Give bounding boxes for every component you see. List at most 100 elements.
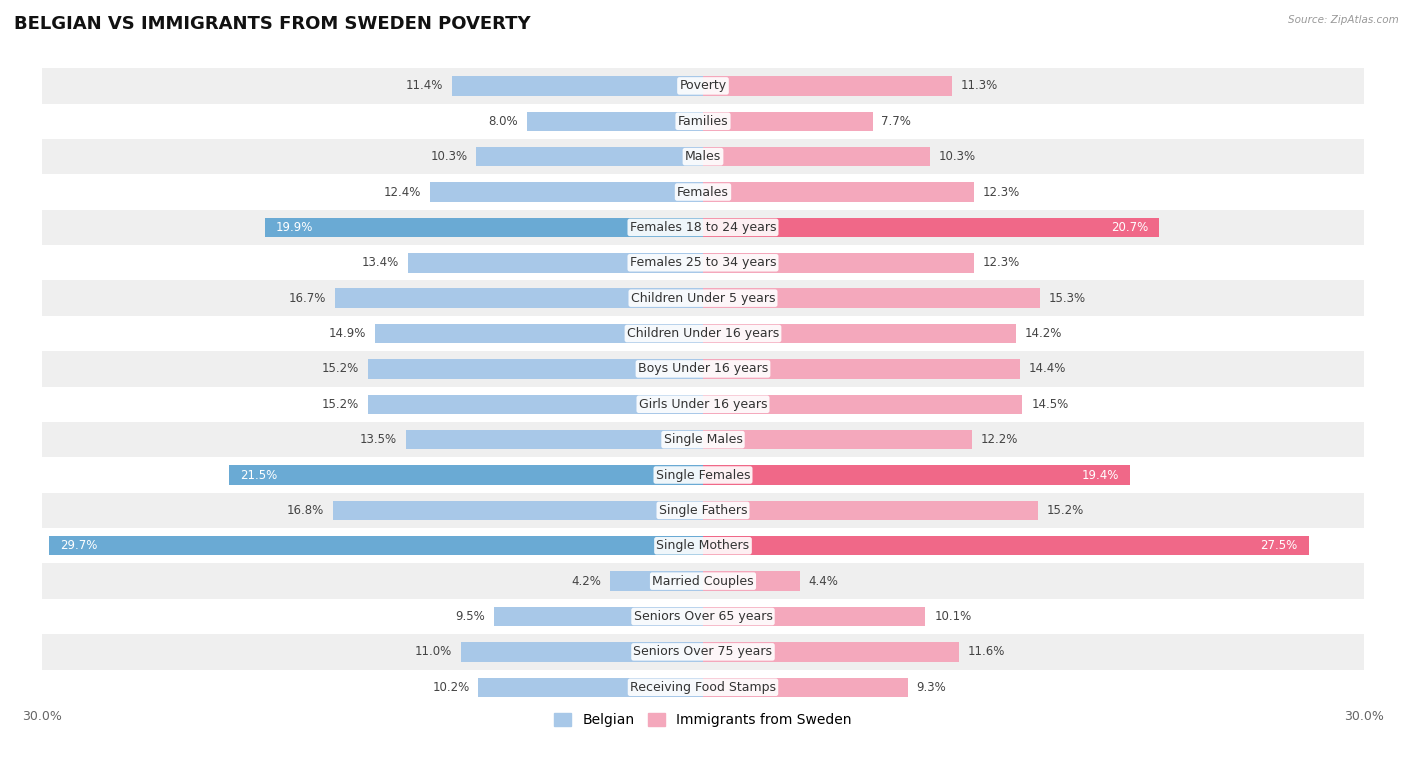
Text: 29.7%: 29.7% [60,539,97,553]
Text: Males: Males [685,150,721,163]
Bar [703,465,1130,485]
Bar [368,359,703,379]
Text: 14.4%: 14.4% [1029,362,1066,375]
Bar [703,642,959,662]
Bar [42,316,1364,351]
Text: 13.5%: 13.5% [360,433,396,446]
Bar [264,218,703,237]
Text: Receiving Food Stamps: Receiving Food Stamps [630,681,776,694]
Text: 10.3%: 10.3% [939,150,976,163]
Bar [703,147,929,167]
Text: 15.2%: 15.2% [322,398,360,411]
Bar [42,387,1364,422]
Bar [461,642,703,662]
Bar [42,245,1364,280]
Bar [703,218,1159,237]
Legend: Belgian, Immigrants from Sweden: Belgian, Immigrants from Sweden [548,708,858,733]
Text: Single Females: Single Females [655,468,751,481]
Bar [408,253,703,273]
Text: 11.4%: 11.4% [406,80,443,92]
Bar [703,572,800,591]
Bar [703,536,1309,556]
Bar [42,528,1364,563]
Bar [703,183,974,202]
Text: 11.3%: 11.3% [960,80,998,92]
Bar [42,669,1364,705]
Bar [703,253,974,273]
Bar [42,68,1364,104]
Bar [42,174,1364,210]
Text: 15.3%: 15.3% [1049,292,1085,305]
Text: 12.4%: 12.4% [384,186,420,199]
Text: 7.7%: 7.7% [882,114,911,128]
Text: 20.7%: 20.7% [1111,221,1147,234]
Bar [42,634,1364,669]
Text: Married Couples: Married Couples [652,575,754,587]
Text: 10.1%: 10.1% [934,610,972,623]
Bar [478,678,703,697]
Text: Source: ZipAtlas.com: Source: ZipAtlas.com [1288,15,1399,25]
Text: 12.3%: 12.3% [983,256,1019,269]
Text: 19.9%: 19.9% [276,221,314,234]
Text: Single Males: Single Males [664,433,742,446]
Text: Children Under 16 years: Children Under 16 years [627,327,779,340]
Text: 4.2%: 4.2% [572,575,602,587]
Text: Children Under 5 years: Children Under 5 years [631,292,775,305]
Text: Females: Females [678,186,728,199]
Bar [49,536,703,556]
Text: 8.0%: 8.0% [488,114,517,128]
Bar [335,289,703,308]
Text: 16.8%: 16.8% [287,504,325,517]
Text: 21.5%: 21.5% [240,468,277,481]
Text: 9.3%: 9.3% [917,681,946,694]
Bar [703,359,1021,379]
Bar [703,430,972,449]
Text: Boys Under 16 years: Boys Under 16 years [638,362,768,375]
Text: Families: Families [678,114,728,128]
Bar [703,111,873,131]
Text: 13.4%: 13.4% [361,256,399,269]
Bar [42,139,1364,174]
Bar [42,104,1364,139]
Text: 15.2%: 15.2% [322,362,360,375]
Text: 15.2%: 15.2% [1046,504,1084,517]
Bar [430,183,703,202]
Text: 14.9%: 14.9% [329,327,366,340]
Bar [333,501,703,520]
Text: 12.2%: 12.2% [980,433,1018,446]
Bar [494,607,703,626]
Text: Single Fathers: Single Fathers [659,504,747,517]
Bar [42,563,1364,599]
Bar [229,465,703,485]
Bar [42,599,1364,634]
Bar [375,324,703,343]
Bar [477,147,703,167]
Bar [703,501,1038,520]
Bar [42,422,1364,457]
Text: 9.5%: 9.5% [456,610,485,623]
Bar [451,77,703,96]
Bar [703,77,952,96]
Bar [42,280,1364,316]
Bar [703,678,908,697]
Bar [42,457,1364,493]
Text: 10.3%: 10.3% [430,150,467,163]
Text: 14.2%: 14.2% [1025,327,1062,340]
Bar [703,324,1015,343]
Text: Females 18 to 24 years: Females 18 to 24 years [630,221,776,234]
Bar [703,607,925,626]
Bar [42,493,1364,528]
Text: Girls Under 16 years: Girls Under 16 years [638,398,768,411]
Text: 19.4%: 19.4% [1083,468,1119,481]
Text: 11.0%: 11.0% [415,645,451,659]
Text: Seniors Over 65 years: Seniors Over 65 years [634,610,772,623]
Text: 14.5%: 14.5% [1031,398,1069,411]
Bar [42,210,1364,245]
Bar [610,572,703,591]
Text: 27.5%: 27.5% [1261,539,1298,553]
Text: Single Mothers: Single Mothers [657,539,749,553]
Text: BELGIAN VS IMMIGRANTS FROM SWEDEN POVERTY: BELGIAN VS IMMIGRANTS FROM SWEDEN POVERT… [14,15,530,33]
Text: Seniors Over 75 years: Seniors Over 75 years [634,645,772,659]
Text: 10.2%: 10.2% [432,681,470,694]
Text: 12.3%: 12.3% [983,186,1019,199]
